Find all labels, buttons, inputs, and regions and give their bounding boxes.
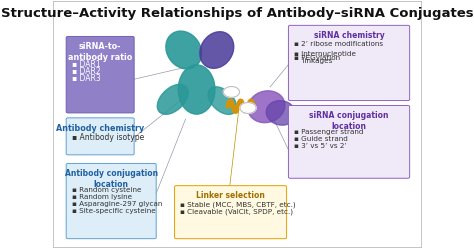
Circle shape bbox=[223, 87, 239, 97]
Ellipse shape bbox=[166, 31, 201, 69]
Text: Structure–Activity Relationships of Antibody–siRNA Conjugates: Structure–Activity Relationships of Anti… bbox=[0, 7, 474, 20]
Text: Linker selection: Linker selection bbox=[196, 191, 265, 200]
Text: ▪ Guide strand: ▪ Guide strand bbox=[294, 136, 348, 142]
Text: ▪ Stable (MCC, MBS, CBTF, etc.): ▪ Stable (MCC, MBS, CBTF, etc.) bbox=[180, 201, 296, 208]
Ellipse shape bbox=[178, 65, 215, 114]
Text: ▪ Asparagine-297 glycan: ▪ Asparagine-297 glycan bbox=[72, 201, 162, 207]
Ellipse shape bbox=[157, 84, 188, 114]
Text: ▪ Random lysine: ▪ Random lysine bbox=[72, 194, 132, 200]
Ellipse shape bbox=[208, 87, 237, 114]
FancyBboxPatch shape bbox=[66, 118, 134, 155]
Text: ▪ Random cysteine: ▪ Random cysteine bbox=[72, 187, 141, 193]
Text: siRNA chemistry: siRNA chemistry bbox=[314, 31, 384, 40]
Text: ▪ Internucleotide: ▪ Internucleotide bbox=[294, 51, 356, 57]
Text: ▪ DAR1: ▪ DAR1 bbox=[72, 60, 100, 69]
Ellipse shape bbox=[200, 32, 234, 68]
FancyBboxPatch shape bbox=[288, 105, 410, 178]
Text: Antibody chemistry: Antibody chemistry bbox=[56, 124, 144, 132]
Ellipse shape bbox=[248, 91, 285, 123]
Text: ▪ Cleavable (ValCit, SPDP, etc.): ▪ Cleavable (ValCit, SPDP, etc.) bbox=[180, 208, 293, 215]
Text: ▪ Antibody isotype: ▪ Antibody isotype bbox=[72, 133, 144, 142]
Text: ▪ Passenger strand: ▪ Passenger strand bbox=[294, 129, 364, 135]
Text: ▪ PEGylation: ▪ PEGylation bbox=[294, 55, 340, 61]
Text: linkages: linkages bbox=[298, 58, 332, 63]
Text: siRNA conjugation
location: siRNA conjugation location bbox=[310, 111, 389, 131]
Text: Antibody conjugation
location: Antibody conjugation location bbox=[64, 169, 158, 189]
FancyBboxPatch shape bbox=[66, 36, 134, 113]
Ellipse shape bbox=[266, 101, 296, 125]
Text: ▪ Site-specific cysteine: ▪ Site-specific cysteine bbox=[72, 208, 155, 214]
FancyBboxPatch shape bbox=[174, 186, 287, 239]
Text: ▪ 2’ ribose modifications: ▪ 2’ ribose modifications bbox=[294, 41, 383, 47]
FancyBboxPatch shape bbox=[66, 163, 156, 239]
Text: ▪ DAR3: ▪ DAR3 bbox=[72, 74, 100, 83]
FancyBboxPatch shape bbox=[288, 25, 410, 101]
Text: siRNA-to-
antibody ratio: siRNA-to- antibody ratio bbox=[68, 42, 132, 62]
Text: ▪ DAR2: ▪ DAR2 bbox=[72, 67, 100, 76]
Text: ▪ 3’ vs 5’ vs 2’: ▪ 3’ vs 5’ vs 2’ bbox=[294, 143, 346, 149]
Circle shape bbox=[240, 102, 256, 113]
